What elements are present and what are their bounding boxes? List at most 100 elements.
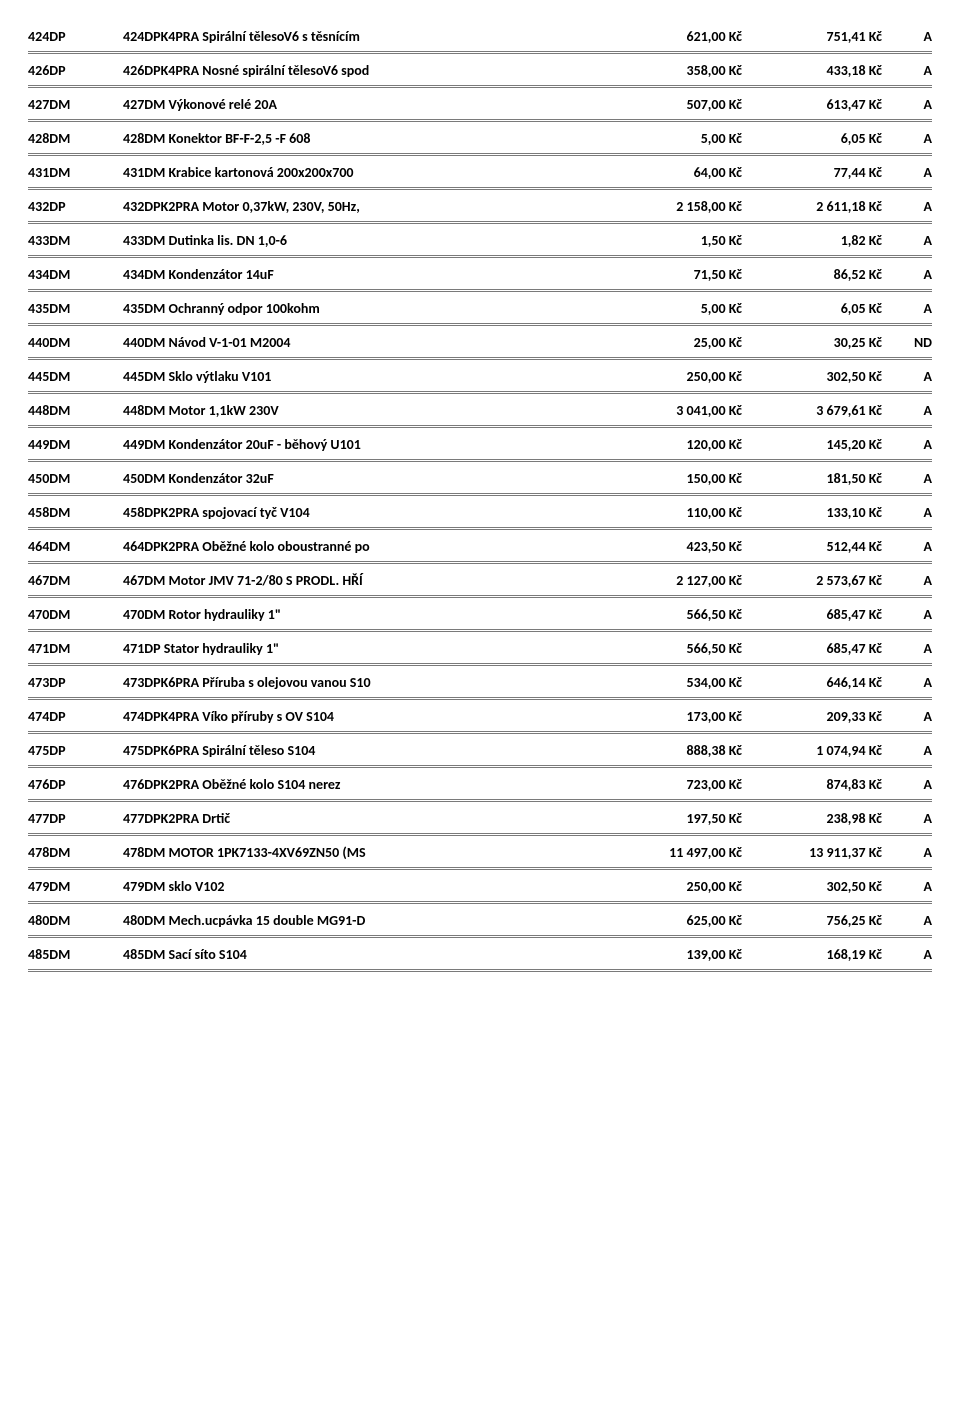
item-description: 473DPK6PRA Příruba s olejovou vanou S10 bbox=[123, 674, 612, 691]
item-flag: A bbox=[882, 674, 932, 691]
table-row: 474DP474DPK4PRA Víko příruby s OV S10417… bbox=[28, 700, 932, 734]
item-price-1: 64,00 Kč bbox=[612, 164, 742, 181]
item-price-2: 2 611,18 Kč bbox=[742, 198, 882, 215]
item-description: 440DM Návod V-1-01 M2004 bbox=[123, 334, 612, 351]
item-price-1: 3 041,00 Kč bbox=[612, 402, 742, 419]
item-price-1: 2 158,00 Kč bbox=[612, 198, 742, 215]
item-code: 448DM bbox=[28, 402, 123, 419]
item-description: 445DM Sklo výtlaku V101 bbox=[123, 368, 612, 385]
item-description: 464DPK2PRA Oběžné kolo oboustranné po bbox=[123, 538, 612, 555]
item-flag: A bbox=[882, 844, 932, 861]
item-price-1: 566,50 Kč bbox=[612, 640, 742, 657]
item-price-1: 358,00 Kč bbox=[612, 62, 742, 79]
item-code: 427DM bbox=[28, 96, 123, 113]
item-price-2: 302,50 Kč bbox=[742, 878, 882, 895]
item-price-1: 173,00 Kč bbox=[612, 708, 742, 725]
item-flag: A bbox=[882, 436, 932, 453]
item-price-2: 209,33 Kč bbox=[742, 708, 882, 725]
item-flag: A bbox=[882, 912, 932, 929]
item-flag: A bbox=[882, 368, 932, 385]
item-price-2: 13 911,37 Kč bbox=[742, 844, 882, 861]
item-code: 477DP bbox=[28, 810, 123, 827]
item-price-2: 685,47 Kč bbox=[742, 640, 882, 657]
item-flag: A bbox=[882, 266, 932, 283]
item-code: 479DM bbox=[28, 878, 123, 895]
item-flag: A bbox=[882, 470, 932, 487]
item-price-1: 250,00 Kč bbox=[612, 368, 742, 385]
item-code: 428DM bbox=[28, 130, 123, 147]
table-row: 458DM458DPK2PRA spojovací tyč V104110,00… bbox=[28, 496, 932, 530]
item-price-1: 25,00 Kč bbox=[612, 334, 742, 351]
item-description: 485DM Sací síto S104 bbox=[123, 946, 612, 963]
item-price-2: 6,05 Kč bbox=[742, 130, 882, 147]
item-code: 434DM bbox=[28, 266, 123, 283]
item-price-2: 751,41 Kč bbox=[742, 28, 882, 45]
item-flag: A bbox=[882, 776, 932, 793]
item-flag: A bbox=[882, 572, 932, 589]
item-price-1: 888,38 Kč bbox=[612, 742, 742, 759]
item-price-1: 621,00 Kč bbox=[612, 28, 742, 45]
item-price-2: 433,18 Kč bbox=[742, 62, 882, 79]
table-row: 431DM431DM Krabice kartonová 200x200x700… bbox=[28, 156, 932, 190]
table-row: 485DM485DM Sací síto S104139,00 Kč168,19… bbox=[28, 938, 932, 972]
item-flag: A bbox=[882, 708, 932, 725]
table-row: 432DP432DPK2PRA Motor 0,37kW, 230V, 50Hz… bbox=[28, 190, 932, 224]
item-code: 433DM bbox=[28, 232, 123, 249]
item-description: 480DM Mech.ucpávka 15 double MG91-D bbox=[123, 912, 612, 929]
item-flag: A bbox=[882, 402, 932, 419]
item-code: 458DM bbox=[28, 504, 123, 521]
item-flag: A bbox=[882, 606, 932, 623]
table-row: 434DM434DM Kondenzátor 14uF71,50 Kč86,52… bbox=[28, 258, 932, 292]
item-flag: A bbox=[882, 232, 932, 249]
item-price-2: 1,82 Kč bbox=[742, 232, 882, 249]
item-price-2: 238,98 Kč bbox=[742, 810, 882, 827]
item-flag: A bbox=[882, 878, 932, 895]
item-description: 433DM Dutinka lis. DN 1,0-6 bbox=[123, 232, 612, 249]
table-row: 450DM450DM Kondenzátor 32uF150,00 Kč181,… bbox=[28, 462, 932, 496]
item-price-2: 512,44 Kč bbox=[742, 538, 882, 555]
item-price-2: 168,19 Kč bbox=[742, 946, 882, 963]
item-flag: A bbox=[882, 742, 932, 759]
item-description: 432DPK2PRA Motor 0,37kW, 230V, 50Hz, bbox=[123, 198, 612, 215]
item-price-2: 2 573,67 Kč bbox=[742, 572, 882, 589]
item-description: 435DM Ochranný odpor 100kohm bbox=[123, 300, 612, 317]
table-row: 427DM427DM Výkonové relé 20A507,00 Kč613… bbox=[28, 88, 932, 122]
item-flag: A bbox=[882, 538, 932, 555]
item-description: 476DPK2PRA Oběžné kolo S104 nerez bbox=[123, 776, 612, 793]
item-code: 440DM bbox=[28, 334, 123, 351]
table-row: 478DM478DM MOTOR 1PK7133-4XV69ZN50 (MS11… bbox=[28, 836, 932, 870]
item-price-2: 302,50 Kč bbox=[742, 368, 882, 385]
table-row: 440DM440DM Návod V-1-01 M200425,00 Kč30,… bbox=[28, 326, 932, 360]
table-row: 470DM470DM Rotor hydrauliky 1"566,50 Kč6… bbox=[28, 598, 932, 632]
table-row: 477DP477DPK2PRA Drtič197,50 Kč238,98 KčA bbox=[28, 802, 932, 836]
table-row: 464DM464DPK2PRA Oběžné kolo oboustranné … bbox=[28, 530, 932, 564]
item-price-2: 30,25 Kč bbox=[742, 334, 882, 351]
item-description: 424DPK4PRA Spirální tělesoV6 s těsnícím bbox=[123, 28, 612, 45]
item-code: 478DM bbox=[28, 844, 123, 861]
item-description: 450DM Kondenzátor 32uF bbox=[123, 470, 612, 487]
item-description: 431DM Krabice kartonová 200x200x700 bbox=[123, 164, 612, 181]
item-price-2: 756,25 Kč bbox=[742, 912, 882, 929]
item-price-1: 5,00 Kč bbox=[612, 130, 742, 147]
item-description: 479DM sklo V102 bbox=[123, 878, 612, 895]
item-flag: A bbox=[882, 300, 932, 317]
item-code: 470DM bbox=[28, 606, 123, 623]
item-price-2: 86,52 Kč bbox=[742, 266, 882, 283]
item-flag: A bbox=[882, 504, 932, 521]
item-description: 478DM MOTOR 1PK7133-4XV69ZN50 (MS bbox=[123, 844, 612, 861]
item-flag: A bbox=[882, 640, 932, 657]
table-row: 479DM479DM sklo V102250,00 Kč302,50 KčA bbox=[28, 870, 932, 904]
item-code: 476DP bbox=[28, 776, 123, 793]
table-row: 473DP473DPK6PRA Příruba s olejovou vanou… bbox=[28, 666, 932, 700]
item-flag: ND bbox=[882, 334, 932, 351]
item-price-2: 685,47 Kč bbox=[742, 606, 882, 623]
price-list-page: 424DP424DPK4PRA Spirální tělesoV6 s těsn… bbox=[0, 0, 960, 1002]
item-flag: A bbox=[882, 28, 932, 45]
table-row: 433DM433DM Dutinka lis. DN 1,0-61,50 Kč1… bbox=[28, 224, 932, 258]
item-price-1: 723,00 Kč bbox=[612, 776, 742, 793]
item-description: 426DPK4PRA Nosné spirální tělesoV6 spod bbox=[123, 62, 612, 79]
table-row: 471DM471DP Stator hydrauliky 1"566,50 Kč… bbox=[28, 632, 932, 666]
item-price-1: 507,00 Kč bbox=[612, 96, 742, 113]
item-flag: A bbox=[882, 810, 932, 827]
item-code: 473DP bbox=[28, 674, 123, 691]
